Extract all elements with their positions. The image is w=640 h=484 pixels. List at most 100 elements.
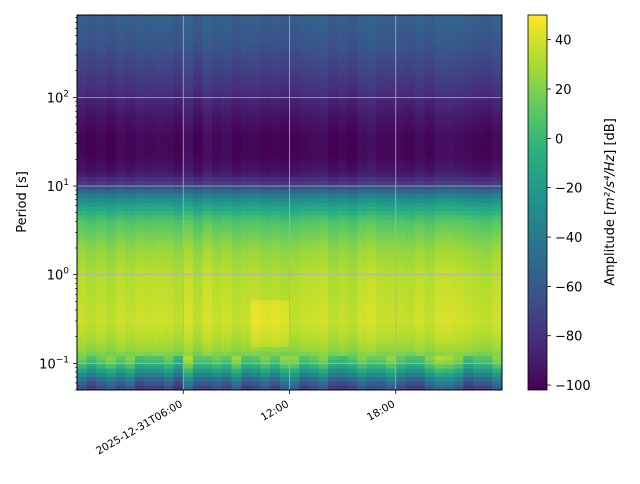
heatmap-cell bbox=[415, 164, 426, 170]
heatmap-cell bbox=[134, 338, 146, 344]
heatmap-cell bbox=[231, 279, 242, 285]
heatmap-cell bbox=[221, 228, 233, 233]
heatmap-cell bbox=[231, 270, 242, 276]
heatmap-cell bbox=[86, 87, 97, 93]
heatmap-cell bbox=[221, 296, 233, 302]
heatmap-cell bbox=[337, 266, 349, 272]
heatmap-cell bbox=[134, 193, 146, 199]
heatmap-cell bbox=[376, 279, 387, 285]
heatmap-cell bbox=[279, 142, 291, 148]
heatmap-cell bbox=[395, 113, 407, 118]
heatmap-cell bbox=[96, 40, 107, 46]
heatmap-cell bbox=[250, 304, 262, 310]
heatmap-cell bbox=[144, 279, 155, 285]
heatmap-cell bbox=[212, 100, 223, 106]
heatmap-cell bbox=[347, 253, 358, 259]
heatmap-cell bbox=[77, 117, 88, 123]
heatmap-cell bbox=[77, 364, 88, 370]
heatmap-cell bbox=[376, 32, 387, 37]
heatmap-cell bbox=[357, 23, 368, 29]
heatmap-cell bbox=[424, 296, 435, 302]
heatmap-cell bbox=[134, 257, 146, 263]
heatmap-cell bbox=[347, 134, 358, 140]
heatmap-cell bbox=[347, 334, 358, 340]
heatmap-cell bbox=[463, 368, 474, 374]
heatmap-cell bbox=[473, 87, 484, 93]
heatmap-cell bbox=[221, 326, 233, 331]
heatmap-cell bbox=[444, 240, 455, 246]
heatmap-cell bbox=[376, 313, 387, 319]
heatmap-cell bbox=[347, 317, 358, 323]
heatmap-cell bbox=[463, 36, 474, 42]
heatmap-cell bbox=[376, 113, 387, 118]
heatmap-cell bbox=[183, 125, 194, 131]
heatmap-cell bbox=[386, 181, 397, 187]
heatmap-cell bbox=[202, 32, 213, 37]
heatmap-cell bbox=[337, 377, 349, 383]
heatmap-cell bbox=[318, 61, 329, 67]
heatmap-cell bbox=[202, 219, 213, 225]
heatmap-cell bbox=[395, 189, 407, 195]
heatmap-cell bbox=[405, 95, 416, 101]
heatmap-cell bbox=[347, 159, 358, 165]
heatmap-cell bbox=[260, 368, 271, 374]
heatmap-cell bbox=[463, 279, 474, 285]
heatmap-cell bbox=[328, 330, 339, 336]
heatmap-cell bbox=[328, 232, 339, 238]
heatmap-cell bbox=[241, 151, 252, 157]
heatmap-cell bbox=[308, 262, 320, 268]
heatmap-cell bbox=[289, 142, 300, 148]
heatmap-cell bbox=[424, 164, 435, 170]
heatmap-cell bbox=[125, 164, 136, 170]
heatmap-cell bbox=[260, 61, 271, 67]
heatmap-cell bbox=[386, 61, 397, 67]
heatmap-cell bbox=[144, 338, 155, 344]
heatmap-cell bbox=[163, 245, 175, 250]
heatmap-cell bbox=[212, 172, 223, 178]
heatmap-cell bbox=[77, 287, 88, 293]
heatmap-cell bbox=[308, 360, 320, 366]
heatmap-cell bbox=[415, 130, 426, 135]
heatmap-cell bbox=[337, 279, 349, 285]
heatmap-cell bbox=[105, 147, 117, 152]
heatmap-cell bbox=[96, 287, 107, 293]
heatmap-cell bbox=[270, 117, 281, 123]
heatmap-cell bbox=[105, 266, 117, 272]
heatmap-cell bbox=[289, 211, 300, 216]
heatmap-cell bbox=[134, 113, 146, 118]
heatmap-cell bbox=[202, 138, 213, 144]
heatmap-cell bbox=[163, 198, 175, 204]
heatmap-cell bbox=[308, 236, 320, 242]
heatmap-cell bbox=[453, 347, 464, 353]
heatmap-cell bbox=[299, 138, 310, 144]
heatmap-cell bbox=[115, 300, 126, 306]
heatmap-cell bbox=[357, 19, 368, 25]
heatmap-cell bbox=[308, 274, 320, 280]
heatmap-cell bbox=[415, 134, 426, 140]
heatmap-cell bbox=[163, 159, 175, 165]
heatmap-cell bbox=[405, 151, 416, 157]
heatmap-cell bbox=[376, 347, 387, 353]
heatmap-cell bbox=[463, 381, 474, 387]
heatmap-cell bbox=[279, 49, 291, 54]
heatmap-cell bbox=[202, 274, 213, 280]
heatmap-cell bbox=[482, 168, 493, 174]
heatmap-cell bbox=[231, 249, 242, 255]
heatmap-cell bbox=[463, 49, 474, 54]
heatmap-cell bbox=[86, 104, 97, 110]
heatmap-cell bbox=[105, 223, 117, 229]
heatmap-cell bbox=[115, 291, 126, 297]
heatmap-cell bbox=[231, 44, 242, 50]
heatmap-cell bbox=[202, 142, 213, 148]
heatmap-cell bbox=[105, 15, 117, 20]
heatmap-cell bbox=[96, 249, 107, 255]
heatmap-cell bbox=[463, 87, 474, 93]
heatmap-cell bbox=[173, 219, 184, 225]
heatmap-cell bbox=[96, 274, 107, 280]
heatmap-cell bbox=[492, 198, 502, 204]
heatmap-cell bbox=[318, 36, 329, 42]
heatmap-cell bbox=[386, 266, 397, 272]
heatmap-cell bbox=[337, 49, 349, 54]
heatmap-cell bbox=[183, 15, 194, 20]
heatmap-cell bbox=[453, 193, 464, 199]
